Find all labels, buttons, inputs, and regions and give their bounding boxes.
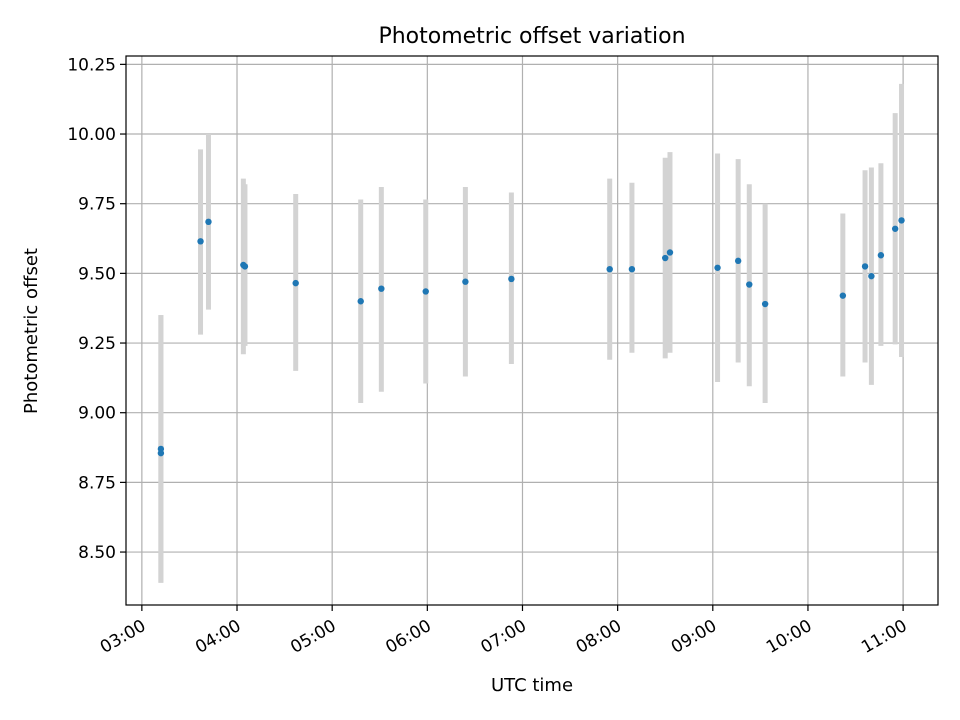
y-tick-label: 8.50 <box>78 543 116 563</box>
data-point <box>241 263 249 270</box>
data-point <box>205 218 212 226</box>
data-point <box>292 279 299 287</box>
data-point <box>628 265 636 273</box>
y-tick-label: 9.00 <box>78 404 116 424</box>
y-tick-label: 10.00 <box>67 125 116 145</box>
data-point <box>157 449 165 457</box>
y-tick-label: 9.75 <box>78 195 116 215</box>
data-point <box>462 278 469 285</box>
data-point <box>868 272 875 280</box>
y-axis-label: Photometric offset <box>21 248 42 414</box>
y-tick-label: 8.75 <box>78 473 116 493</box>
data-point <box>898 217 905 224</box>
plot-frame <box>125 55 939 606</box>
grid <box>126 56 938 605</box>
data-point <box>662 254 669 262</box>
data-points <box>157 217 905 457</box>
y-tick-label: 9.50 <box>78 264 116 284</box>
data-point <box>378 285 385 292</box>
y-tick-label: 10.25 <box>67 55 116 75</box>
data-point <box>861 263 869 270</box>
data-point <box>839 292 847 299</box>
data-point <box>761 300 769 308</box>
chart-title: Photometric offset variation <box>378 24 685 49</box>
data-point <box>666 249 674 256</box>
data-point <box>606 265 613 273</box>
data-point <box>357 298 364 305</box>
data-point <box>197 238 204 245</box>
y-tick-label: 9.25 <box>78 334 116 354</box>
data-point <box>422 288 429 295</box>
data-point <box>508 275 515 283</box>
data-point <box>877 252 885 259</box>
data-point <box>891 225 899 232</box>
data-point <box>746 281 753 288</box>
data-point <box>714 264 721 271</box>
data-point <box>734 257 742 265</box>
x-axis-label: UTC time <box>491 675 573 696</box>
